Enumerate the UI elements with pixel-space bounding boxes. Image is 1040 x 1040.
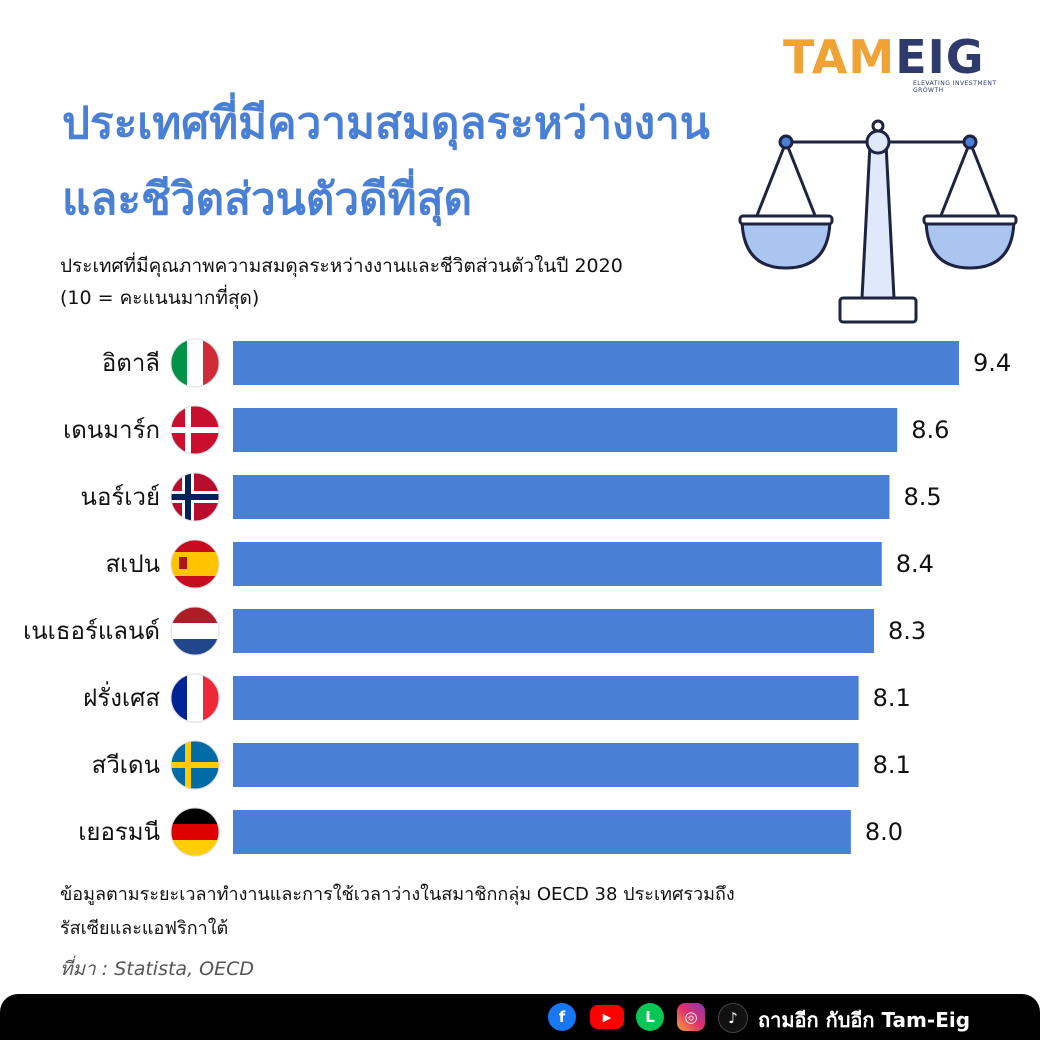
- category-label: สวีเดน: [92, 751, 160, 779]
- value-label: 8.1: [873, 751, 911, 779]
- category-label: สเปน: [106, 550, 161, 578]
- category-label: อิตาลี: [102, 349, 160, 377]
- facebook-icon[interactable]: f: [548, 1003, 576, 1031]
- bar: [233, 609, 875, 653]
- category-label: เดนมาร์ก: [63, 416, 160, 444]
- bar: [233, 475, 890, 519]
- norway-flag-icon: [170, 472, 220, 522]
- bar: [233, 743, 859, 787]
- germany-flag-icon: [170, 807, 220, 857]
- title-line-2: และชีวิตส่วนตัวดีที่สุด: [62, 174, 473, 225]
- title-line-1: ประเทศที่มีความสมดุลระหว่างงาน: [62, 98, 710, 149]
- category-label: เยอรมนี: [78, 818, 160, 846]
- denmark-flag-icon: [170, 405, 220, 455]
- bar: [233, 341, 959, 385]
- chart-note: ข้อมูลตามระยะเวลาทำงานและการใช้เวลาว่างใ…: [60, 878, 735, 946]
- spain-flag-icon: [170, 539, 220, 589]
- value-label: 8.0: [865, 818, 903, 846]
- chart-subtitle: ประเทศที่มีคุณภาพความสมดุลระหว่างงานและช…: [60, 250, 623, 314]
- chart-source: ที่มา : Statista, OECD: [60, 958, 255, 980]
- youtube-icon[interactable]: ▶: [590, 1005, 624, 1029]
- logo-accent-text: EIG: [895, 30, 985, 84]
- sweden-flag-icon: [170, 740, 220, 790]
- italy-flag-icon: [170, 338, 220, 388]
- value-label: 8.4: [896, 550, 934, 578]
- footer-brand: ถามอีก กับอีก Tam-Eig: [758, 1008, 971, 1032]
- netherlands-flag-icon: [170, 606, 220, 656]
- line-icon[interactable]: L: [636, 1003, 664, 1031]
- note-line-2: รัสเซียและแอฟริกาใต้: [60, 918, 229, 939]
- subtitle-line-2: (10 = คะแนนมากที่สุด): [60, 287, 260, 309]
- instagram-icon[interactable]: ◎: [677, 1003, 705, 1031]
- bar: [233, 676, 859, 720]
- logo-tagline: ELEVATING INVESTMENT GROWTH: [913, 80, 997, 94]
- subtitle-line-1: ประเทศที่มีคุณภาพความสมดุลระหว่างงานและช…: [60, 255, 623, 277]
- value-label: 8.6: [911, 416, 949, 444]
- footer-bar: f ▶ L ◎ ♪ ถามอีก กับอีก Tam-Eig: [0, 994, 1040, 1040]
- balance-scale-icon: [738, 119, 1018, 324]
- france-flag-icon: [170, 673, 220, 723]
- category-label: เนเธอร์แลนด์: [23, 617, 160, 645]
- note-line-1: ข้อมูลตามระยะเวลาทำงานและการใช้เวลาว่างใ…: [60, 884, 735, 905]
- page-title: ประเทศที่มีความสมดุลระหว่างงาน และชีวิตส…: [62, 86, 782, 238]
- value-label: 8.1: [873, 684, 911, 712]
- value-label: 8.3: [888, 617, 926, 645]
- tiktok-icon[interactable]: ♪: [718, 1003, 748, 1033]
- value-label: 8.5: [903, 483, 941, 511]
- category-label: นอร์เวย์: [81, 483, 160, 511]
- bar: [233, 542, 882, 586]
- category-label: ฝรั่งเศส: [83, 681, 160, 712]
- bar: [233, 810, 851, 854]
- value-label: 9.4: [973, 349, 1011, 377]
- brand-logo: TAMEIG ELEVATING INVESTMENT GROWTH: [783, 30, 1023, 94]
- bar: [233, 408, 898, 452]
- bar-chart: อิตาลี 9.4 เดนมาร์ก 8.6 นอร์เวย์ 8.5 สเปน 8.4 เน…: [23, 338, 1011, 857]
- logo-main-text: TAM: [783, 30, 896, 84]
